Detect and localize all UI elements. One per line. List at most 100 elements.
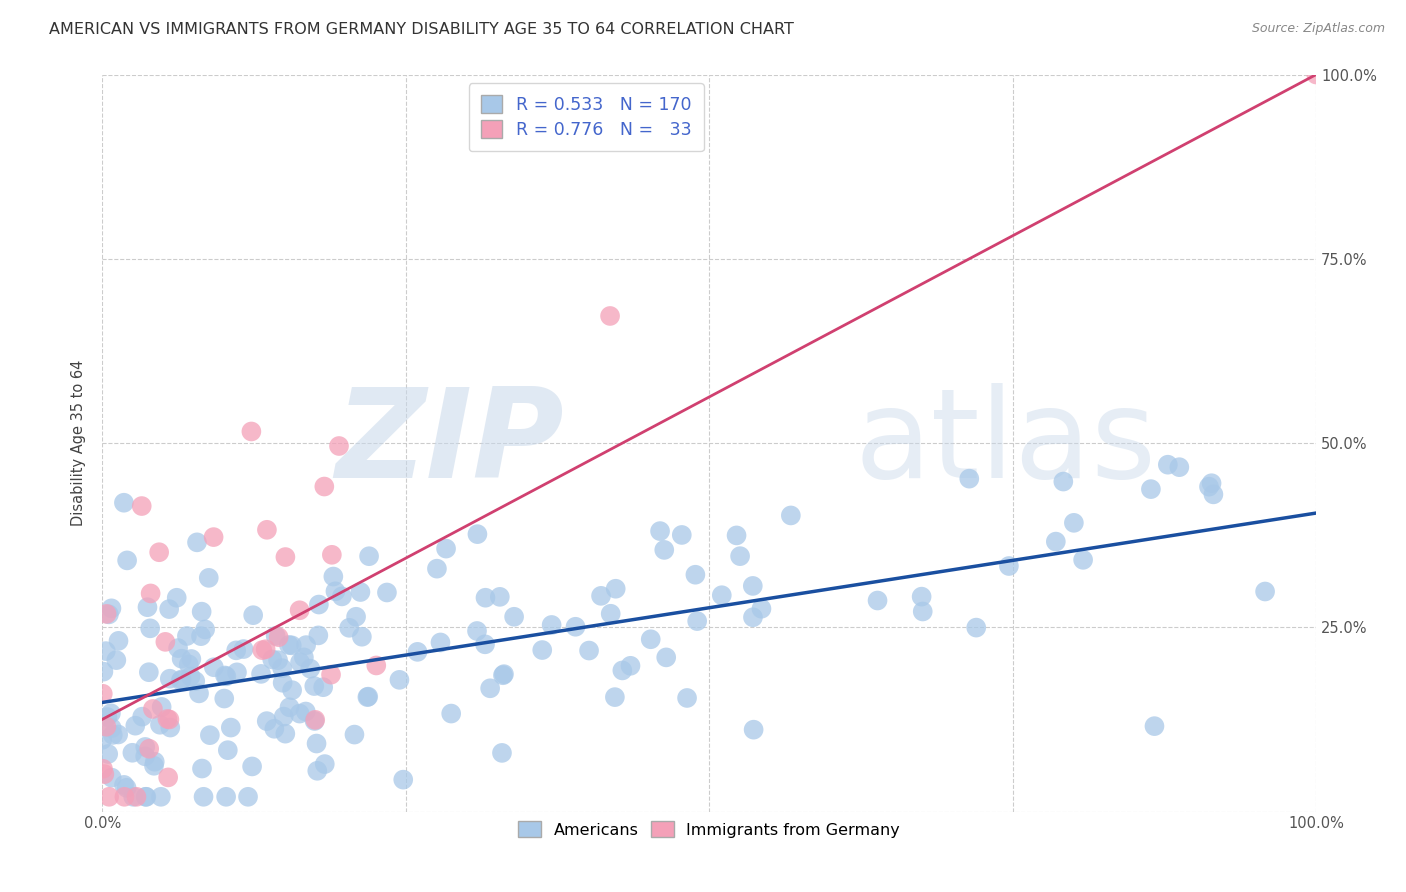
Text: ZIP: ZIP (335, 383, 564, 503)
Point (312, 680, 335, 694)
Point (262, 652, 284, 666)
Point (589, 589, 612, 603)
Point (640, 632, 662, 647)
Point (186, 535, 208, 549)
Point (100, 601, 122, 615)
Point (779, 508, 801, 523)
Point (96, 710, 118, 724)
Point (115, 780, 138, 795)
Point (138, 665, 160, 680)
Point (479, 681, 502, 696)
Point (343, 728, 366, 742)
Legend: Americans, Immigrants from Germany: Americans, Immigrants from Germany (512, 814, 907, 844)
Point (655, 650, 678, 665)
Point (112, 789, 135, 804)
Point (599, 607, 621, 621)
Point (603, 690, 626, 705)
Point (957, 472, 980, 486)
Point (273, 709, 295, 723)
Point (100, 706, 122, 721)
Point (143, 755, 166, 769)
Point (728, 549, 751, 563)
Point (219, 721, 242, 735)
Point (256, 714, 278, 728)
Point (1063, 516, 1085, 530)
Point (965, 621, 987, 635)
Point (170, 651, 193, 665)
Point (107, 633, 129, 648)
Point (202, 660, 225, 674)
Point (250, 666, 273, 681)
Point (202, 530, 225, 544)
Point (330, 590, 353, 604)
Point (344, 609, 367, 624)
Point (356, 690, 378, 704)
Point (406, 645, 429, 659)
Point (91, 732, 114, 747)
Point (304, 714, 326, 728)
Text: Source: ZipAtlas.com: Source: ZipAtlas.com (1251, 22, 1385, 36)
Point (267, 653, 290, 667)
Point (619, 658, 641, 673)
Point (288, 603, 311, 617)
Point (197, 571, 219, 585)
Point (328, 439, 350, 453)
Point (652, 542, 675, 557)
Point (217, 743, 239, 757)
Point (910, 590, 932, 604)
Point (321, 548, 343, 562)
Point (155, 635, 177, 649)
Point (157, 713, 180, 727)
Point (474, 591, 496, 605)
Point (319, 667, 342, 681)
Point (1157, 458, 1180, 472)
Point (357, 690, 380, 704)
Point (193, 789, 215, 804)
Point (139, 621, 162, 635)
Point (225, 643, 247, 657)
Point (136, 600, 159, 615)
Point (671, 528, 693, 542)
Point (366, 658, 388, 673)
Point (166, 591, 188, 605)
Point (190, 629, 212, 643)
Point (710, 588, 733, 602)
Point (325, 584, 347, 599)
Point (305, 737, 328, 751)
Point (314, 479, 336, 493)
Point (180, 652, 202, 666)
Point (180, 669, 202, 683)
Point (292, 650, 315, 665)
Point (492, 667, 515, 681)
Point (170, 673, 193, 687)
Point (254, 642, 277, 657)
Point (212, 691, 235, 706)
Point (150, 700, 173, 714)
Point (304, 713, 326, 727)
Point (648, 524, 671, 538)
Point (1052, 475, 1074, 489)
Point (100, 771, 122, 785)
Point (135, 789, 157, 804)
Point (741, 579, 763, 593)
Point (142, 702, 165, 716)
Point (612, 664, 634, 678)
Point (308, 598, 330, 612)
Point (148, 545, 170, 559)
Point (131, 709, 153, 723)
Point (599, 309, 621, 323)
Point (139, 586, 162, 600)
Point (503, 609, 526, 624)
Point (578, 643, 600, 657)
Point (349, 585, 371, 599)
Point (121, 746, 143, 760)
Point (214, 668, 236, 682)
Point (97, 607, 120, 622)
Point (295, 638, 318, 652)
Point (232, 642, 254, 657)
Point (94, 644, 117, 658)
Point (191, 762, 214, 776)
Point (134, 749, 156, 764)
Point (91, 687, 114, 701)
Point (359, 549, 381, 564)
